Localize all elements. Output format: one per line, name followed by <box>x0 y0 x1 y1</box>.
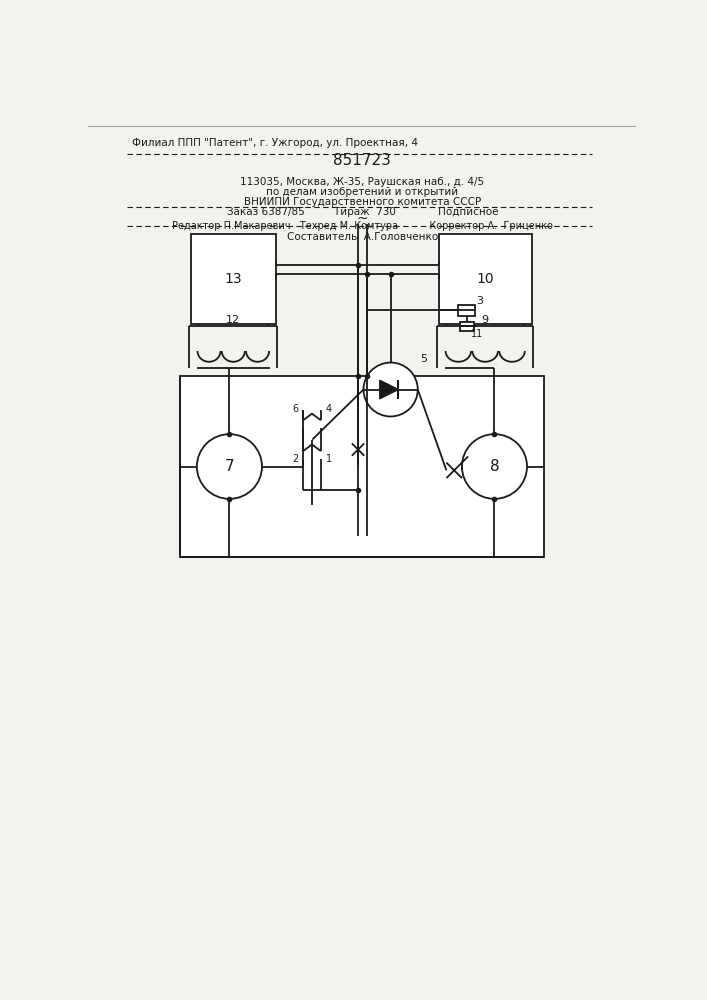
Text: ВНИИПИ Государственного комитета СССР: ВНИИПИ Государственного комитета СССР <box>244 197 481 207</box>
Text: Заказ 6387/85         Тираж  730             Подписное: Заказ 6387/85 Тираж 730 Подписное <box>226 207 498 217</box>
Text: 2: 2 <box>292 454 298 464</box>
Bar <box>191 234 276 324</box>
Text: 10: 10 <box>477 272 494 286</box>
Text: 113035, Москва, Ж-35, Раушская наб., д. 4/5: 113035, Москва, Ж-35, Раушская наб., д. … <box>240 177 484 187</box>
Text: Составитель  А.Головченко: Составитель А.Головченко <box>287 232 438 242</box>
Bar <box>180 376 544 557</box>
Text: 6: 6 <box>292 404 298 414</box>
Circle shape <box>462 434 527 499</box>
Text: 3: 3 <box>477 296 484 306</box>
Text: ~: ~ <box>357 212 368 226</box>
Text: 11: 11 <box>471 329 483 339</box>
Text: 12: 12 <box>226 315 240 325</box>
Polygon shape <box>380 380 398 399</box>
Text: 851723: 851723 <box>333 153 391 168</box>
Text: 9: 9 <box>481 315 489 325</box>
Text: 7: 7 <box>225 459 234 474</box>
Text: 8: 8 <box>490 459 499 474</box>
Bar <box>460 322 474 331</box>
Text: 5: 5 <box>421 354 428 364</box>
Text: 4: 4 <box>325 404 332 414</box>
Circle shape <box>197 434 262 499</box>
Text: 13: 13 <box>225 272 242 286</box>
Bar <box>438 234 532 324</box>
Text: по делам изобретений и открытий: по делам изобретений и открытий <box>267 187 458 197</box>
Text: Редактор П.Макаревич   Техред М. Комтура          Корректор А.  Гриценко: Редактор П.Макаревич Техред М. Комтура К… <box>172 221 553 231</box>
Bar <box>458 305 475 316</box>
Text: Филиал ППП "Патент", г. Ужгород, ул. Проектная, 4: Филиал ППП "Патент", г. Ужгород, ул. Про… <box>132 138 419 148</box>
Text: 1: 1 <box>325 454 332 464</box>
Circle shape <box>363 363 418 416</box>
